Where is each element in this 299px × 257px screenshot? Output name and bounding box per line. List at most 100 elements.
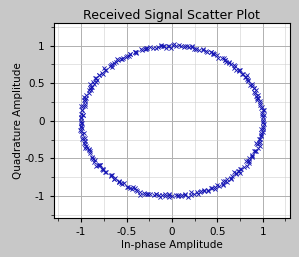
Point [209,50,213,54]
Point [260,125,265,129]
Point [121,181,126,185]
Point [225,180,230,184]
Point [129,187,134,191]
Point [243,76,248,80]
Point [163,194,168,198]
Point [257,137,262,141]
Point [125,185,130,189]
Point [167,195,172,199]
Point [201,47,206,51]
Point [256,141,261,145]
Point [179,44,184,48]
Point [260,111,264,115]
Point [78,112,83,116]
Point [260,105,264,109]
Point [183,193,187,197]
Point [214,183,219,187]
Point [201,48,206,52]
Point [138,190,143,194]
Point [113,176,118,180]
Point [83,102,87,106]
Point [81,131,86,135]
Point [159,194,164,198]
Point [131,185,135,189]
Point [254,149,259,153]
Point [261,115,266,119]
Point [237,68,242,72]
Point [109,65,114,69]
Point [148,191,153,196]
Point [83,144,88,149]
Point [125,185,130,189]
Point [93,164,98,168]
Point [80,113,85,117]
Point [82,141,86,145]
Point [186,45,191,49]
Point [89,85,94,89]
Point [107,64,112,68]
Point [261,122,266,126]
Point [115,58,120,62]
Point [134,50,139,54]
Point [172,42,177,46]
Point [249,84,254,88]
Point [163,45,168,50]
Point [182,45,187,49]
Point [79,124,83,128]
Point [213,185,218,189]
Point [250,152,255,157]
Point [82,104,87,108]
Point [258,106,263,110]
Point [210,52,215,56]
Point [232,64,237,68]
Point [254,142,259,146]
Point [163,192,168,196]
Point [199,189,203,193]
Point [100,71,104,75]
Point [251,86,256,90]
Point [226,60,231,65]
Point [94,78,99,82]
Point [78,119,83,123]
Point [167,192,171,196]
Point [88,81,93,86]
Point [210,51,215,55]
Point [202,189,207,194]
Point [87,148,92,152]
Point [249,155,254,159]
Point [140,48,145,52]
Point [101,66,106,70]
Point [180,193,184,197]
Point [82,136,87,140]
Point [244,164,249,168]
Point [104,170,109,175]
Point [257,140,262,144]
Point [229,62,234,66]
Point [152,193,156,197]
Point [111,61,116,65]
Point [255,93,260,97]
Point [151,46,155,50]
Point [144,46,149,50]
Point [146,192,150,196]
Point [231,170,236,174]
Point [176,193,180,197]
Point [257,100,262,105]
Point [236,69,241,74]
Point [169,194,174,198]
X-axis label: In-phase Amplitude: In-phase Amplitude [121,240,223,250]
Title: Received Signal Scatter Plot: Received Signal Scatter Plot [83,9,260,22]
Point [225,177,230,181]
Point [209,186,213,190]
Point [169,46,173,50]
Point [124,54,129,58]
Point [217,184,222,188]
Point [91,82,96,86]
Point [211,52,216,57]
Point [86,147,91,151]
Point [205,50,209,54]
Point [242,75,247,79]
Point [89,88,94,92]
Point [191,47,196,51]
Point [227,61,232,65]
